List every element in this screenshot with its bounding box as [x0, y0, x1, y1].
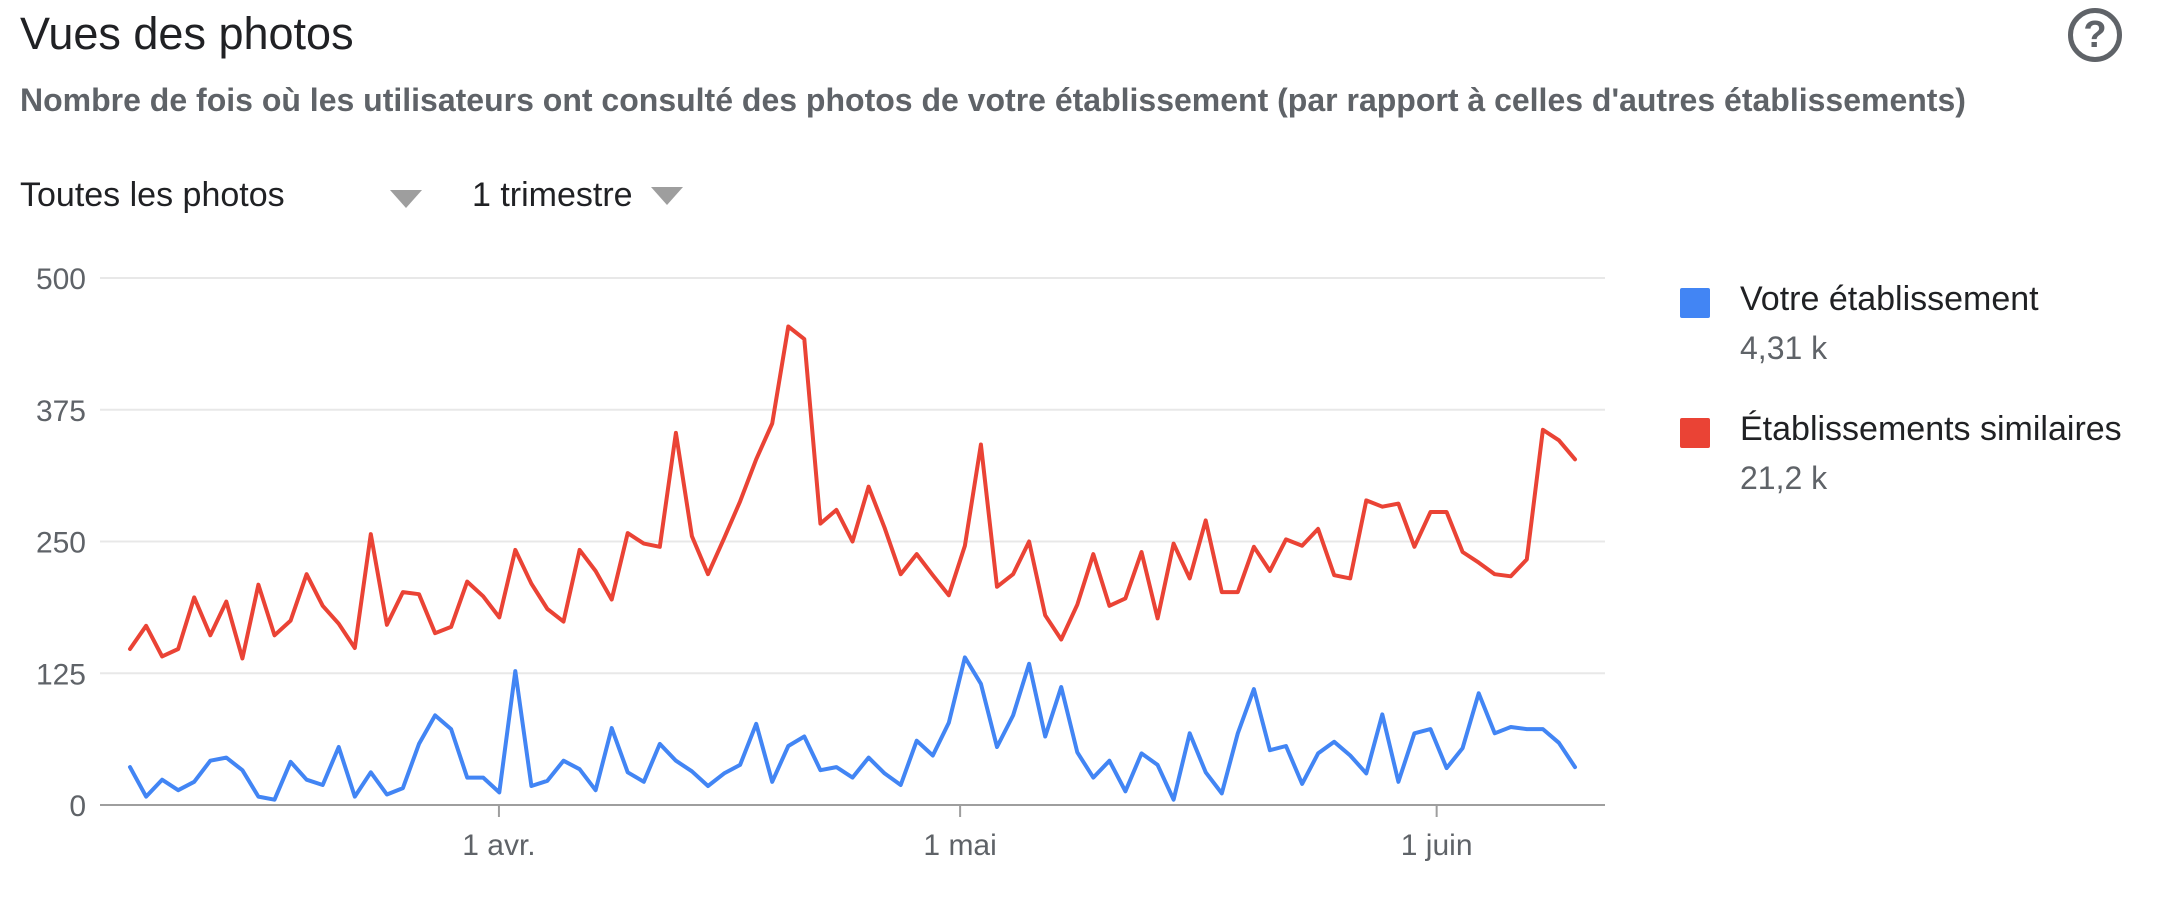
legend-label: Votre établissement: [1740, 280, 2039, 318]
period-dropdown-label: 1 trimestre: [472, 176, 633, 214]
legend-swatch: [1680, 418, 1710, 448]
series-line-votre-etablissement: [128, 655, 1577, 802]
legend-swatch: [1680, 288, 1710, 318]
page-title: Vues des photos: [20, 8, 354, 59]
chevron-down-icon: [650, 186, 683, 205]
page-subtitle: Nombre de fois où les utilisateurs ont c…: [20, 82, 1966, 118]
legend-total: 21,2 k: [1740, 460, 1828, 496]
chevron-down-icon: [390, 190, 422, 208]
y-tick-label: 250: [36, 527, 86, 560]
y-tick-label: 375: [36, 395, 86, 428]
y-tick-label: 0: [69, 790, 86, 823]
legend-label: Établissements similaires: [1740, 410, 2122, 448]
help-icon[interactable]: ?: [2068, 8, 2122, 62]
x-tick-label: 1 mai: [923, 829, 996, 862]
x-tick-label: 1 avr.: [462, 829, 535, 862]
photo-type-dropdown[interactable]: Toutes les photos: [20, 176, 422, 215]
legend-total: 4,31 k: [1740, 330, 1828, 366]
photo-type-dropdown-label: Toutes les photos: [20, 176, 285, 214]
y-tick-label: 500: [36, 263, 86, 296]
period-dropdown[interactable]: 1 trimestre: [472, 176, 683, 215]
series-line-etablissements-similaires: [128, 324, 1577, 661]
x-tick-label: 1 juin: [1401, 829, 1473, 862]
line-chart: 0 125 250 375 500 1 avr. 1 mai 1 juin: [36, 263, 1605, 862]
y-tick-label: 125: [36, 658, 86, 691]
